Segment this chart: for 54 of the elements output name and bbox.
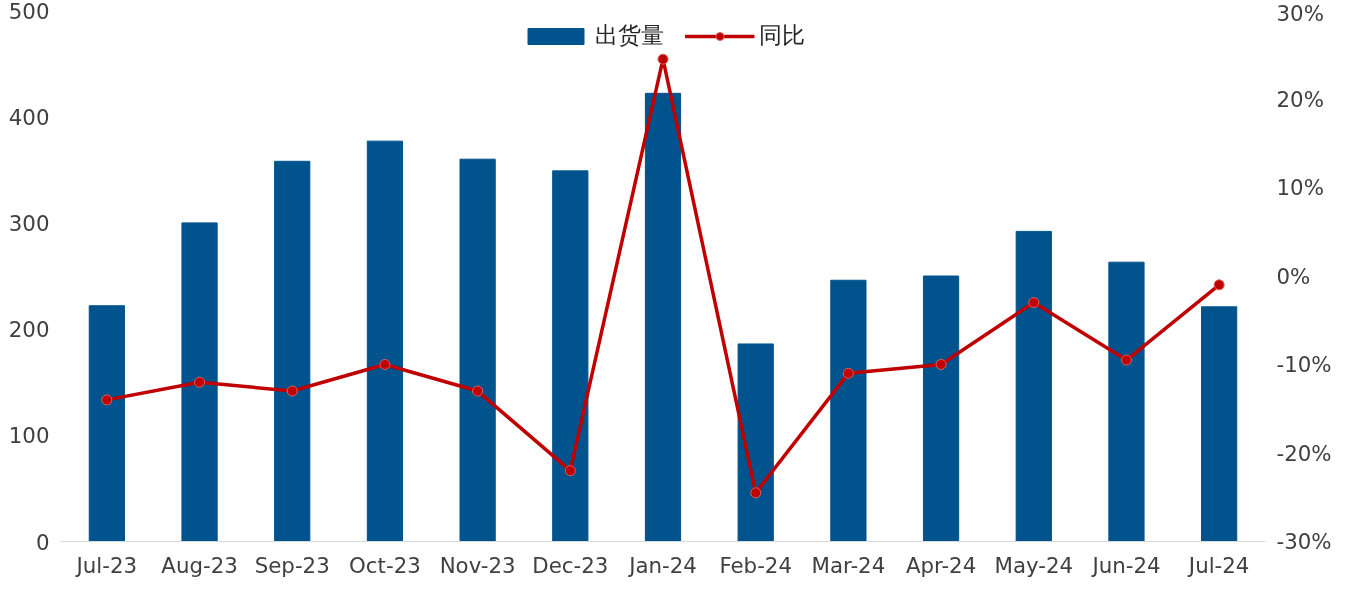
x-tick-label: Jan-24	[627, 552, 697, 578]
x-tick-label: Oct-23	[349, 552, 421, 578]
x-tick-label: Dec-23	[532, 552, 609, 578]
bar	[737, 343, 774, 542]
x-tick-label: Aug-23	[161, 552, 238, 578]
point	[657, 53, 669, 65]
bar	[459, 158, 496, 542]
bar	[644, 92, 682, 542]
y-tick-label: 100	[8, 423, 50, 449]
y-tick-label: 0	[35, 529, 50, 555]
y2-tick-label: 30%	[1276, 0, 1324, 26]
y2-tick-label: 10%	[1276, 175, 1324, 200]
point	[564, 465, 576, 477]
legend-label: 出货量	[595, 21, 664, 50]
x-tick-label: Feb-24	[719, 552, 792, 578]
bar	[1015, 230, 1052, 542]
x-tick-label: Mar-24	[811, 552, 886, 578]
point	[935, 359, 947, 370]
point	[1120, 354, 1132, 366]
point	[379, 359, 391, 370]
bar	[922, 275, 960, 542]
bar	[830, 279, 867, 542]
point	[842, 367, 854, 379]
bar	[1201, 306, 1238, 542]
x-tick-label: May-24	[994, 552, 1074, 578]
point	[472, 385, 484, 397]
bar	[552, 170, 589, 542]
x-tick-label: Jul-23	[74, 552, 138, 578]
y2-tick-label: -10%	[1276, 352, 1332, 377]
bar	[1108, 261, 1145, 542]
y2-tick-label: 0%	[1276, 263, 1311, 289]
legend-label: 同比	[759, 21, 805, 50]
bar	[88, 305, 125, 542]
x-tick-label: Nov-23	[439, 552, 516, 578]
y-tick-label: 200	[8, 317, 50, 343]
x-tick-label: Jul-24	[1186, 552, 1250, 578]
x-tick-label: Apr-24	[905, 552, 977, 578]
point	[286, 385, 298, 397]
point	[750, 487, 762, 499]
point	[194, 376, 206, 388]
y2-tick-label: 20%	[1276, 86, 1324, 112]
bar	[366, 140, 404, 542]
point	[1028, 297, 1040, 309]
y2-tick-label: -30%	[1276, 529, 1332, 554]
bar	[274, 160, 311, 542]
point	[1213, 279, 1225, 291]
y-tick-label: 300	[8, 210, 50, 236]
y2-tick-label: -20%	[1276, 440, 1332, 466]
x-tick-label: Jun-24	[1090, 552, 1161, 578]
y-tick-label: 500	[8, 0, 50, 24]
point	[101, 394, 113, 406]
bar	[181, 222, 218, 542]
y-tick-label: 400	[8, 104, 50, 130]
x-tick-label: Sep-23	[254, 552, 330, 578]
